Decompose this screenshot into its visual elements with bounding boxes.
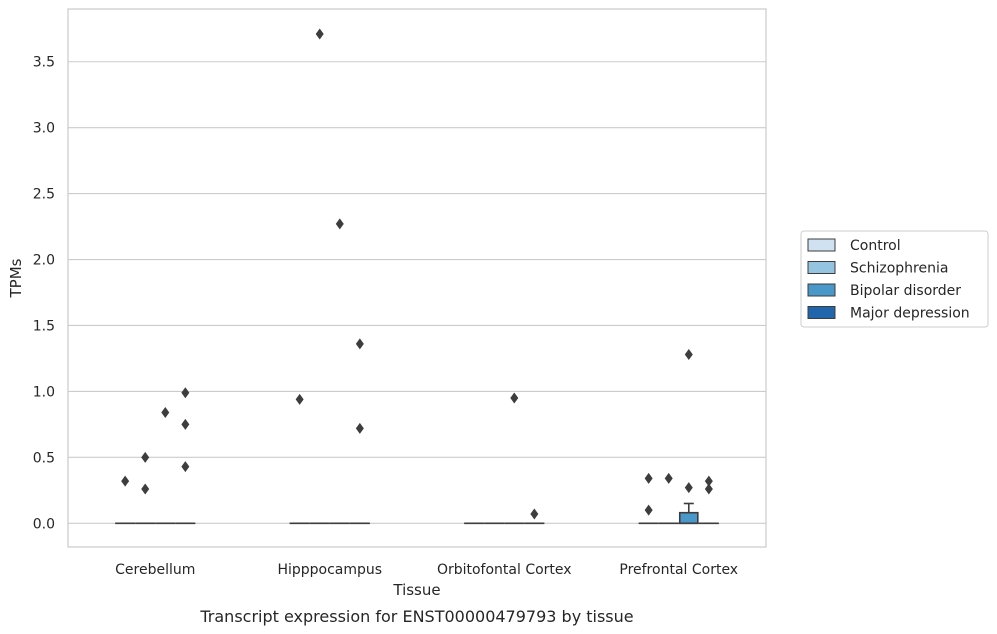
- x-tick-label: Orbitofontal Cortex: [437, 562, 572, 578]
- box-schizophrenia: [658, 472, 679, 525]
- x-tick-label: Cerebellum: [115, 562, 195, 578]
- outlier-point: [295, 393, 304, 405]
- grid-layer: [68, 61, 766, 524]
- y-tick-label: 1.5: [33, 318, 55, 334]
- y-tick-label: 1.0: [33, 384, 55, 400]
- box-major-depression: [524, 508, 545, 525]
- legend-swatch: [807, 306, 836, 319]
- box-major-depression: [349, 338, 370, 525]
- box-control: [638, 472, 659, 525]
- outlier-point: [684, 482, 693, 494]
- y-tick-label: 3.5: [33, 55, 55, 71]
- outlier-point: [181, 418, 190, 430]
- y-tick-label: 2.5: [33, 187, 55, 203]
- y-tick-labels: 0.0 0.5 1.0 1.5 2.0 2.5 3.0 3.5: [33, 55, 55, 533]
- legend-label: Schizophrenia: [850, 261, 948, 277]
- x-axis-label: Tissue: [392, 581, 440, 599]
- box-bipolar-disorder: [678, 348, 699, 525]
- outlier-point: [161, 407, 170, 418]
- y-tick-label: 2.0: [33, 253, 55, 269]
- x-tick-label: Prefrontal Cortex: [619, 562, 738, 578]
- y-tick-label: 3.0: [33, 121, 55, 137]
- legend-swatch: [807, 261, 836, 274]
- legend-label: Bipolar disorder: [850, 283, 961, 299]
- outlier-point: [355, 422, 364, 434]
- outlier-point: [335, 218, 344, 230]
- outlier-point: [644, 472, 653, 484]
- legend-swatch: [807, 238, 836, 252]
- x-tick-label: Hipppocampus: [277, 562, 382, 578]
- outlier-point: [181, 461, 190, 473]
- box-control: [115, 475, 136, 525]
- box-bipolar-disorder: [155, 407, 176, 525]
- plot-frame: [67, 8, 767, 548]
- box-schizophrenia: [309, 28, 330, 525]
- outlier-point: [704, 483, 713, 495]
- box-bipolar-disorder: [504, 392, 525, 525]
- y-axis-label: TPMs: [7, 258, 25, 298]
- outlier-point: [684, 348, 693, 360]
- legend-frame: [800, 230, 989, 328]
- outlier-point: [141, 451, 150, 463]
- box-body: [678, 511, 699, 525]
- outlier-point: [315, 28, 324, 40]
- outlier-point: [121, 475, 130, 487]
- box-bipolar-disorder: [329, 218, 350, 525]
- box-major-depression: [698, 475, 719, 525]
- outlier-point: [141, 483, 150, 495]
- outlier-point: [664, 472, 673, 484]
- outlier-point: [510, 392, 519, 404]
- chart-caption: Transcript expression for ENST0000047979…: [199, 607, 633, 626]
- outlier-point: [355, 338, 364, 350]
- box-control: [289, 393, 310, 525]
- outlier-point: [704, 475, 713, 487]
- legend-swatch: [807, 283, 836, 297]
- y-tick-label: 0.0: [33, 516, 55, 532]
- boxes-layer: [115, 28, 719, 525]
- box-schizophrenia: [135, 451, 156, 525]
- outlier-point: [530, 508, 539, 520]
- legend-label: Major depression: [850, 306, 970, 322]
- outlier-point: [181, 387, 190, 399]
- y-tick-label: 0.5: [33, 450, 55, 466]
- x-tick-labels: Cerebellum Hipppocampus Orbitofontal Corte…: [115, 562, 738, 578]
- legend-label: Control: [850, 238, 901, 254]
- legend: Control Schizophrenia Bipolar disorder Majo…: [800, 230, 989, 328]
- outlier-point: [644, 504, 653, 516]
- box-major-depression: [175, 387, 196, 525]
